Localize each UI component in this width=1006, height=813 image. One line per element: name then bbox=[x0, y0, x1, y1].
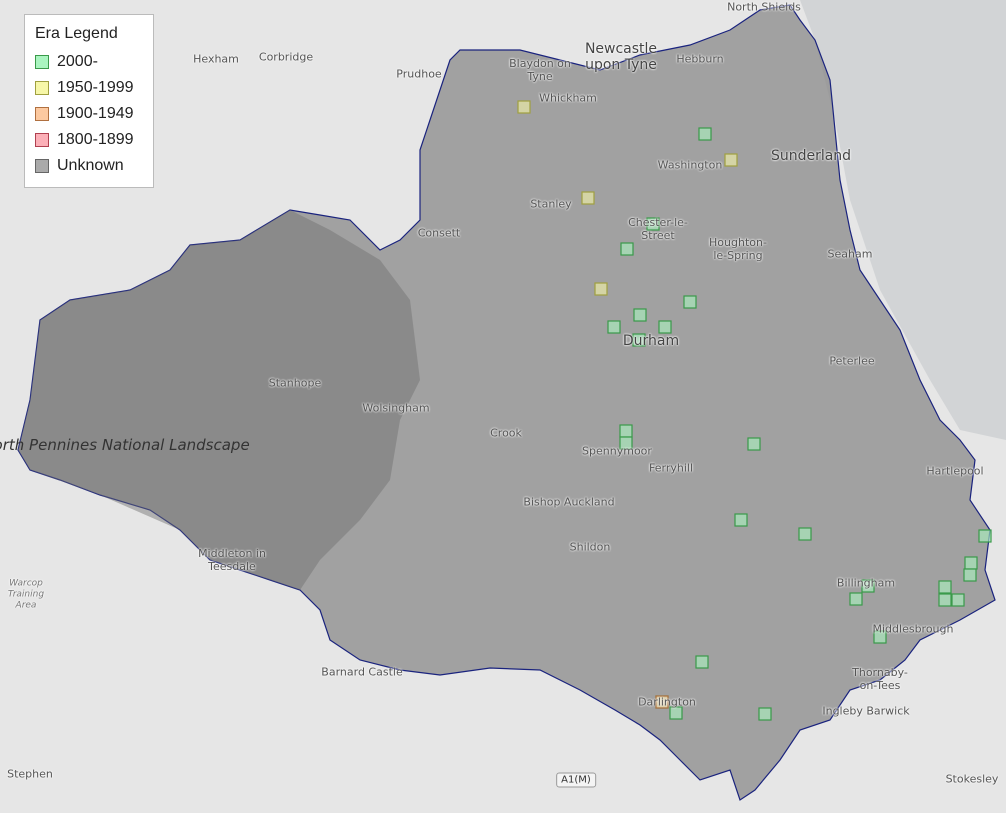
site-marker-2000-[interactable] bbox=[683, 295, 697, 309]
place-label: Corbridge bbox=[258, 50, 314, 64]
site-marker-1950-1999[interactable] bbox=[581, 191, 595, 205]
legend-swatch bbox=[35, 159, 49, 173]
legend-item: 1900-1949 bbox=[35, 101, 143, 127]
place-label: Hartlepool bbox=[926, 464, 984, 478]
site-marker-2000-[interactable] bbox=[607, 320, 621, 334]
place-label: Darlington bbox=[638, 695, 696, 709]
place-label: Durham bbox=[622, 333, 680, 349]
place-label: Whickham bbox=[539, 91, 597, 105]
place-label: Stephen bbox=[7, 767, 53, 781]
place-label: Chester-le-Street bbox=[628, 216, 688, 242]
place-label: Ferryhill bbox=[649, 461, 693, 475]
site-marker-1950-1999[interactable] bbox=[724, 153, 738, 167]
park-label: North Pennines National Landscape bbox=[0, 436, 250, 454]
site-marker-1950-1999[interactable] bbox=[517, 100, 531, 114]
place-label: Houghton-le-Spring bbox=[709, 236, 767, 262]
site-marker-2000-[interactable] bbox=[951, 593, 965, 607]
place-label: Hebburn bbox=[676, 52, 724, 66]
place-label: Hexham bbox=[193, 52, 239, 66]
site-marker-2000-[interactable] bbox=[646, 217, 660, 231]
site-marker-2000-[interactable] bbox=[619, 436, 633, 450]
place-label: Seaham bbox=[827, 247, 873, 261]
place-label: Billingham bbox=[836, 576, 896, 590]
site-marker-2000-[interactable] bbox=[658, 320, 672, 334]
site-marker-2000-[interactable] bbox=[747, 437, 761, 451]
site-marker-2000-[interactable] bbox=[873, 630, 887, 644]
site-marker-2000-[interactable] bbox=[734, 513, 748, 527]
legend-label: 1800-1899 bbox=[57, 131, 134, 148]
national-landscape-area bbox=[18, 210, 420, 590]
place-label: Washington bbox=[657, 158, 723, 172]
place-label: Middlesbrough bbox=[872, 622, 954, 636]
legend-label: 1950-1999 bbox=[57, 79, 134, 96]
place-label: Stanhope bbox=[268, 376, 322, 390]
site-marker-2000-[interactable] bbox=[978, 529, 992, 543]
site-marker-2000-[interactable] bbox=[849, 592, 863, 606]
sea bbox=[800, 0, 1006, 440]
site-marker-2000-[interactable] bbox=[632, 333, 646, 347]
era-legend: Era Legend 2000- 1950-1999 1900-1949 1800-1… bbox=[24, 14, 154, 188]
legend-item: 1950-1999 bbox=[35, 75, 143, 101]
place-label: Middleton in Teesdale bbox=[198, 547, 266, 573]
place-label: Newcastle upon Tyne bbox=[584, 41, 658, 73]
legend-title: Era Legend bbox=[35, 25, 118, 42]
training-area-label: Warcop Training Area bbox=[7, 578, 45, 611]
legend-label: 1900-1949 bbox=[57, 105, 134, 122]
legend-item: 1800-1899 bbox=[35, 127, 143, 153]
site-marker-1900-1949[interactable] bbox=[655, 695, 669, 709]
place-label: Crook bbox=[490, 426, 522, 440]
legend-item: 2000- bbox=[35, 49, 143, 75]
site-marker-2000-[interactable] bbox=[698, 127, 712, 141]
place-label: Sunderland bbox=[770, 148, 852, 164]
site-marker-2000-[interactable] bbox=[620, 242, 634, 256]
site-marker-2000-[interactable] bbox=[938, 593, 952, 607]
place-label: Consett bbox=[417, 226, 461, 240]
site-marker-2000-[interactable] bbox=[861, 579, 875, 593]
county-boundary[interactable] bbox=[17, 4, 996, 801]
site-marker-2000-[interactable] bbox=[798, 527, 812, 541]
place-label: Ingleby Barwick bbox=[822, 704, 910, 718]
place-label: Stanley bbox=[530, 197, 572, 211]
legend-swatch bbox=[35, 55, 49, 69]
place-label: Barnard Castle bbox=[321, 665, 403, 679]
place-label: Shildon bbox=[569, 540, 611, 554]
place-label: Spennymoor bbox=[582, 444, 652, 458]
site-marker-2000-[interactable] bbox=[963, 568, 977, 582]
legend-item: Unknown bbox=[35, 153, 143, 179]
legend-label: 2000- bbox=[57, 53, 98, 70]
place-label: Stokesley bbox=[945, 772, 999, 786]
site-marker-1950-1999[interactable] bbox=[594, 282, 608, 296]
place-label: Wolsingham bbox=[362, 401, 430, 415]
site-marker-2000-[interactable] bbox=[938, 580, 952, 594]
site-marker-2000-[interactable] bbox=[669, 706, 683, 720]
place-label: Bishop Auckland bbox=[523, 495, 615, 509]
place-label: North Shields bbox=[727, 0, 801, 14]
site-marker-2000-[interactable] bbox=[619, 424, 633, 438]
site-marker-2000-[interactable] bbox=[633, 308, 647, 322]
legend-swatch bbox=[35, 107, 49, 121]
legend-swatch bbox=[35, 81, 49, 95]
road-label: A1(M) bbox=[556, 772, 596, 788]
site-marker-2000-[interactable] bbox=[758, 707, 772, 721]
site-marker-2000-[interactable] bbox=[695, 655, 709, 669]
legend-label: Unknown bbox=[57, 157, 124, 174]
place-label: Thornaby-on-Tees bbox=[852, 666, 908, 692]
legend-swatch bbox=[35, 133, 49, 147]
place-label: Peterlee bbox=[829, 354, 875, 368]
place-label: Blaydon on Tyne bbox=[509, 57, 571, 83]
place-label: Prudhoe bbox=[396, 67, 442, 81]
site-marker-2000-[interactable] bbox=[964, 556, 978, 570]
